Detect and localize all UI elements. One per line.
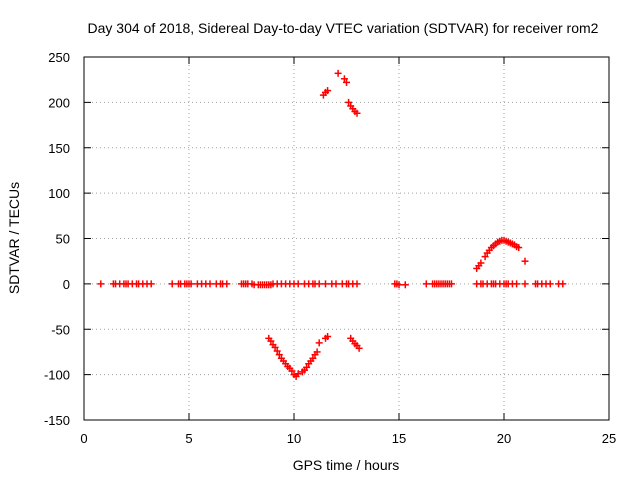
data-point	[521, 257, 529, 265]
data-point	[515, 244, 523, 252]
y-tick-label: 100	[48, 186, 70, 201]
data-point	[206, 280, 214, 288]
data-point	[343, 78, 350, 86]
data-point	[422, 280, 430, 288]
data-point	[353, 109, 361, 117]
chart-title: Day 304 of 2018, Sidereal Day-to-day VTE…	[88, 20, 599, 36]
data-point	[97, 280, 105, 288]
x-tick-label: 20	[497, 431, 511, 446]
data-point	[147, 280, 155, 288]
data-point	[332, 280, 340, 288]
data-point	[401, 281, 409, 289]
data-point	[559, 280, 567, 288]
y-axis-label: SDTVAR / TECUs	[6, 182, 22, 294]
y-ticks: -150 -100 -50 0 50 100 150 200 250	[44, 50, 609, 428]
data-point	[355, 344, 363, 352]
x-tick-label: 0	[80, 431, 87, 446]
data-point	[273, 347, 281, 355]
y-tick-label: 200	[48, 95, 70, 110]
data-point	[448, 280, 455, 288]
y-tick-label: -50	[51, 322, 70, 337]
data-point	[324, 333, 332, 341]
data-point	[294, 280, 302, 288]
y-tick-label: 150	[48, 141, 70, 156]
plot-frame	[83, 56, 610, 421]
y-tick-label: -150	[44, 413, 70, 428]
data-points	[97, 69, 567, 380]
data-point	[513, 280, 521, 288]
data-point	[275, 351, 283, 359]
x-ticks: 0 5 10 15 20 25	[80, 57, 616, 446]
x-tick-label: 25	[602, 431, 616, 446]
data-point	[303, 363, 311, 371]
data-point	[353, 280, 361, 288]
data-point	[187, 280, 195, 288]
data-point	[267, 337, 275, 345]
x-tick-label: 10	[287, 431, 301, 446]
data-point	[334, 69, 342, 77]
data-point	[223, 280, 231, 288]
data-point	[315, 339, 323, 347]
data-point	[477, 259, 485, 267]
data-point	[395, 281, 403, 289]
data-point	[288, 367, 296, 375]
x-axis-label: GPS time / hours	[293, 457, 400, 473]
data-point	[340, 75, 348, 83]
y-tick-label: 50	[56, 232, 70, 247]
data-point	[322, 280, 329, 288]
data-point	[309, 354, 317, 362]
data-point	[315, 280, 323, 288]
x-tick-label: 5	[185, 431, 192, 446]
data-point	[271, 343, 279, 351]
x-tick-label: 15	[392, 431, 406, 446]
data-point	[481, 253, 489, 261]
data-point	[313, 348, 321, 356]
data-point	[345, 98, 353, 106]
data-point	[294, 370, 302, 378]
y-tick-label: 250	[48, 50, 70, 65]
y-tick-label: 0	[63, 277, 70, 292]
data-point	[324, 87, 332, 95]
data-point	[546, 280, 554, 288]
gridlines	[84, 57, 609, 420]
data-point	[521, 280, 529, 288]
y-tick-label: -100	[44, 368, 70, 383]
data-point	[168, 280, 176, 288]
